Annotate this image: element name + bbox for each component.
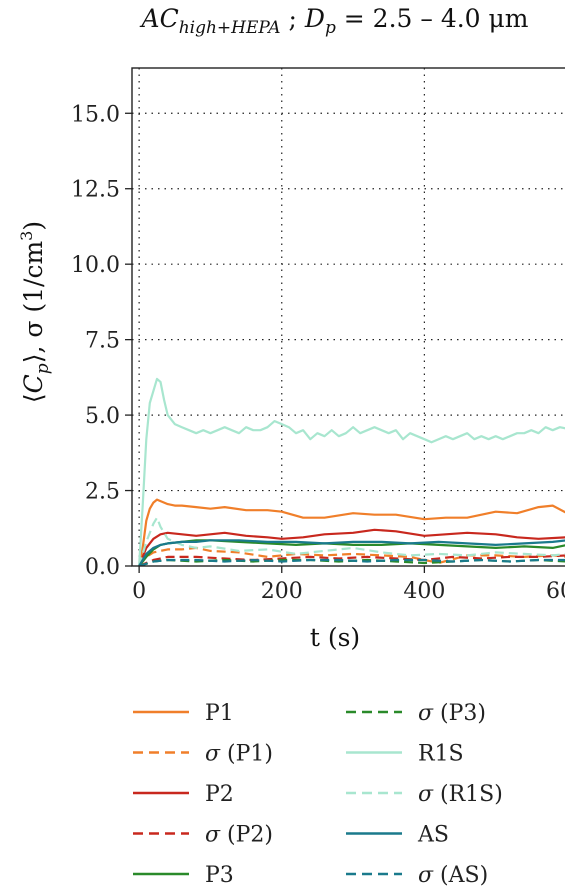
legend-label: P2 [205, 782, 234, 807]
ylabel-open: ⟨ [19, 393, 48, 403]
title-rest: = 2.5 – 4.0 μm [336, 4, 529, 33]
title-d-subscript: p [325, 18, 336, 38]
series-line-p2 [138, 528, 565, 566]
series-line-as [138, 539, 565, 566]
legend-label: P3 [205, 863, 234, 888]
y-tick-label: 7.5 [85, 329, 120, 354]
x-tick-label: 200 [261, 579, 303, 604]
legend-label: σ (P1) [205, 742, 273, 767]
legend-label: σ (P2) [205, 823, 273, 848]
x-tick-label: 0 [132, 579, 146, 604]
title-separator: ; [281, 4, 305, 33]
legend-label: σ (P3) [418, 701, 486, 726]
plot-frame [131, 67, 565, 567]
series-line-sigma-p2 [138, 554, 565, 566]
ylabel-c-subscript: p [33, 363, 53, 374]
y-tick-label: 2.5 [85, 480, 120, 505]
y-tick-label: 15.0 [71, 102, 120, 127]
legend-label: R1S [418, 742, 464, 767]
legend-label: AS [417, 823, 449, 848]
title-ac-subscript: high+HEPA [179, 18, 281, 38]
series-line-p1 [138, 498, 565, 566]
ticks: 0 200 400 600 0.0 2.5 5.0 7.5 10.0 12.5 15.0 [71, 102, 565, 604]
title-d: D [304, 4, 325, 33]
y-tick-label: 5.0 [85, 404, 120, 429]
title-ac: AC [140, 4, 179, 33]
y-tick-label: 12.5 [71, 178, 120, 203]
series-lines [138, 377, 565, 566]
series-line-r1s [138, 377, 565, 566]
legend: P1 σ (P1) P2 σ (P2) P3 σ (P3) R1S σ (R1S) AS σ (A… [133, 701, 503, 888]
x-tick-label: 600 [546, 579, 565, 604]
x-axis-title: t (s) [310, 623, 360, 652]
ylabel-c: C [19, 374, 48, 393]
legend-label: σ (R1S) [418, 782, 503, 807]
ylabel-close: ⟩, σ (1/cm [19, 241, 48, 364]
x-tick-label: 400 [403, 579, 445, 604]
legend-label: P1 [205, 701, 234, 726]
y-tick-label: 0.0 [85, 555, 120, 580]
grid [132, 68, 565, 566]
y-tick-label: 10.0 [71, 253, 120, 278]
chart-title: AChigh+HEPA ; Dp = 2.5 – 4.0 μm [140, 4, 529, 38]
series-line-sigma-p1 [138, 546, 565, 566]
y-axis-title: ⟨Cp⟩, σ (1/cm3) [17, 221, 53, 403]
ylabel-end: ) [19, 221, 48, 231]
legend-label: σ (AS) [418, 863, 488, 888]
series-line-sigma-r1s [138, 516, 565, 566]
ylabel-superscript: 3 [17, 231, 36, 241]
series-line-sigma-as [138, 558, 565, 566]
